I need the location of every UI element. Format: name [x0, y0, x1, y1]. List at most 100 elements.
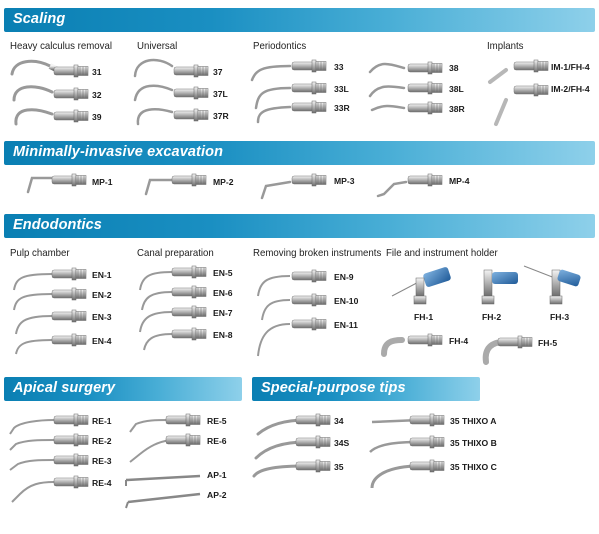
label-en9: EN-9 — [334, 272, 354, 282]
section-bar-endodontics: Endodontics — [4, 214, 595, 238]
tip-33R-drawing — [256, 100, 327, 124]
tip-re4-drawing — [11, 475, 89, 503]
label-im1: IM-1/FH-4 — [551, 62, 590, 72]
tip-35-drawing — [252, 459, 331, 478]
label-fh2: FH-2 — [482, 312, 502, 322]
section-title-scaling: Scaling — [13, 11, 66, 27]
label-mp2: MP-2 — [213, 177, 234, 187]
tip-en11-drawing — [257, 317, 327, 357]
label-fh1: FH-1 — [414, 312, 434, 322]
label-31: 31 — [92, 67, 102, 77]
label-en5: EN-5 — [213, 268, 233, 278]
tip-fh2-drawing — [481, 269, 518, 305]
label-37R: 37R — [213, 111, 229, 121]
tip-33-drawing — [250, 59, 327, 82]
label-mp4: MP-4 — [449, 176, 470, 186]
group-implants: Implants — [487, 40, 524, 52]
tip-re6-drawing — [129, 433, 201, 463]
tip-mp1-drawing — [26, 173, 87, 194]
label-en11: EN-11 — [334, 320, 358, 330]
tip-en10-drawing — [261, 293, 327, 321]
tip-re1-drawing — [9, 413, 89, 435]
label-en6: EN-6 — [213, 288, 233, 298]
label-re6: RE-6 — [207, 436, 227, 446]
tip-en8-drawing — [143, 327, 207, 351]
tip-fh4-drawing — [381, 333, 443, 357]
group-universal: Universal — [137, 40, 178, 52]
label-thixo-a: 35 THIXO A — [450, 416, 497, 426]
tip-im1-drawing — [488, 59, 549, 84]
label-en3: EN-3 — [92, 312, 112, 322]
label-mp1: MP-1 — [92, 177, 113, 187]
label-fh3: FH-3 — [550, 312, 570, 322]
tip-en3-drawing — [15, 309, 87, 335]
section-title-apical-surgery: Apical surgery — [13, 380, 116, 396]
label-37: 37 — [213, 67, 223, 77]
label-en1: EN-1 — [92, 270, 112, 280]
tip-en4-drawing — [15, 333, 87, 355]
group-heavy-calculus: Heavy calculus removal — [10, 40, 113, 52]
tip-im2-drawing — [494, 83, 549, 126]
tip-31-drawing — [10, 59, 89, 78]
label-37L: 37L — [213, 89, 228, 99]
section-title-special-purpose: Special-purpose tips — [261, 380, 406, 396]
group-pulp-chamber: Pulp chamber — [10, 247, 70, 259]
tip-re2-drawing — [9, 433, 89, 451]
section-title-minimally-invasive: Minimally-invasive excavation — [13, 144, 224, 160]
label-ap2: AP-2 — [207, 490, 227, 500]
tip-39-drawing — [14, 108, 89, 126]
tip-38R-drawing — [370, 101, 443, 115]
group-file-holder: File and instrument holder — [386, 247, 498, 259]
label-en10: EN-10 — [334, 296, 359, 306]
tip-33L-drawing — [254, 81, 327, 110]
label-35: 35 — [334, 462, 344, 472]
label-en7: EN-7 — [213, 308, 233, 318]
label-38L: 38L — [449, 84, 464, 94]
tip-37L-drawing — [133, 84, 209, 102]
tip-en7-drawing — [139, 305, 207, 333]
label-en4: EN-4 — [92, 336, 112, 346]
label-en2: EN-2 — [92, 290, 112, 300]
tip-en5-drawing — [139, 265, 207, 291]
label-38: 38 — [449, 63, 459, 73]
label-33: 33 — [334, 62, 344, 72]
label-ap1: AP-1 — [207, 470, 227, 480]
tip-32-drawing — [12, 85, 89, 102]
label-32: 32 — [92, 90, 102, 100]
group-canal-preparation: Canal preparation — [137, 247, 214, 259]
label-34: 34 — [334, 416, 344, 426]
section-title-endodontics: Endodontics — [13, 217, 102, 233]
tip-mp4-drawing — [376, 173, 443, 198]
tip-fh3-drawing — [523, 265, 581, 305]
tip-ap1-drawing — [125, 474, 201, 486]
label-re1: RE-1 — [92, 416, 112, 426]
tip-37R-drawing — [136, 108, 209, 126]
section-bar-scaling: Scaling — [4, 8, 595, 32]
tip-thixoC-drawing — [370, 459, 445, 489]
tip-34-drawing — [256, 413, 331, 436]
tip-en2-drawing — [13, 287, 87, 311]
tip-re5-drawing — [129, 413, 201, 433]
label-re5: RE-5 — [207, 416, 227, 426]
section-bar-minimally-invasive: Minimally-invasive excavation — [4, 141, 595, 165]
label-fh4: FH-4 — [449, 336, 469, 346]
tip-re3-drawing — [9, 453, 89, 471]
tip-en6-drawing — [141, 285, 207, 311]
tip-37-drawing — [133, 58, 209, 78]
tip-mp3-drawing — [260, 173, 327, 200]
label-re4: RE-4 — [92, 478, 112, 488]
tip-38-drawing — [368, 61, 443, 75]
label-re3: RE-3 — [92, 456, 112, 466]
label-mp3: MP-3 — [334, 176, 355, 186]
label-33R: 33R — [334, 103, 350, 113]
label-im2: IM-2/FH-4 — [551, 84, 590, 94]
label-33L: 33L — [334, 84, 349, 94]
tip-fh1-drawing — [391, 267, 451, 305]
group-periodontics: Periodontics — [253, 40, 307, 52]
label-thixo-c: 35 THIXO C — [450, 462, 497, 472]
label-re2: RE-2 — [92, 436, 112, 446]
label-38R: 38R — [449, 104, 465, 114]
tip-fh5-drawing — [482, 335, 533, 365]
tip-thixoB-drawing — [369, 435, 445, 453]
